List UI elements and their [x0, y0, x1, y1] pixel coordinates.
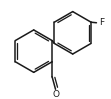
Text: F: F [99, 18, 104, 27]
Text: O: O [52, 90, 59, 99]
